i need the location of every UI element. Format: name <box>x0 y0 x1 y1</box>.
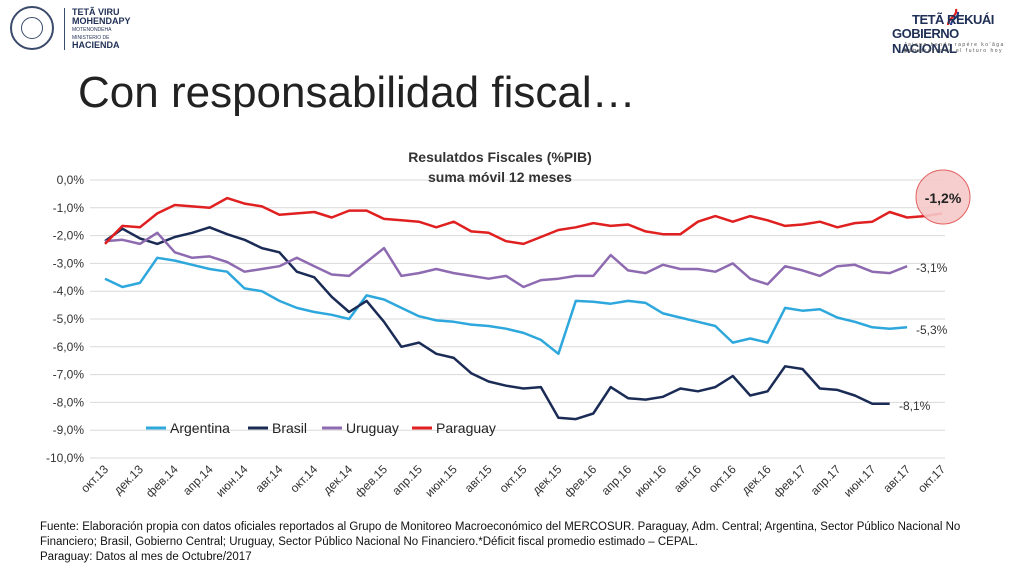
end-labels: -5,3% -8,1% -3,1% -1,2% <box>899 169 971 413</box>
logo-left-line: TETÃ VIRU <box>72 7 120 17</box>
end-label-paraguay: -1,2% <box>925 190 962 206</box>
x-tick-label: июн.15 <box>422 462 460 500</box>
end-label-argentina: -5,3% <box>916 323 948 337</box>
x-tick-label: окт.14 <box>287 462 320 495</box>
legend-label: Paraguay <box>436 420 496 436</box>
logo-right-line: Construyendo el futuro hoy <box>904 48 1004 54</box>
series-line-paraguay <box>104 196 943 246</box>
end-label-uruguay: -3,1% <box>916 261 948 275</box>
y-tick-label: -6,0% <box>53 340 85 354</box>
source-footnote: Fuente: Elaboración propia con datos ofi… <box>40 520 1000 565</box>
x-tick-label: дек.15 <box>529 462 564 497</box>
y-tick-label: 0,0% <box>57 173 85 187</box>
chart-subtitle: suma móvil 12 meses <box>428 169 572 185</box>
legend-label: Uruguay <box>346 420 399 436</box>
logo-gobierno-nacional: TETÃ REKUÁI GOBIERNO NACIONAL Jajapo hen… <box>884 6 1018 56</box>
logo-left-line: MINISTERIO DE <box>72 35 110 41</box>
legend: Argentina Brasil Uruguay Paraguay <box>146 420 496 436</box>
y-axis-ticks: 0,0% -1,0% -2,0% -3,0% -4,0% -5,0% -6,0% -7,0% -… <box>46 173 84 465</box>
x-tick-label: окт.15 <box>496 462 529 495</box>
grid-lines <box>90 179 945 459</box>
logo-divider <box>64 8 65 50</box>
series-line-brasil <box>104 226 890 421</box>
y-tick-label: -8,0% <box>53 395 85 409</box>
x-tick-label: июн.16 <box>632 462 670 500</box>
x-tick-label: фев.17 <box>771 462 809 500</box>
x-tick-label: июн.14 <box>213 462 251 500</box>
x-tick-label: фев.14 <box>143 462 181 500</box>
flag-icon <box>946 8 960 26</box>
logo-left-line: MOTENONDEHA <box>72 27 112 33</box>
series-line-argentina <box>104 256 908 356</box>
series-line-uruguay <box>104 231 908 289</box>
y-tick-label: -2,0% <box>53 229 85 243</box>
x-tick-label: апр.17 <box>808 462 844 498</box>
x-tick-label: авг.17 <box>880 462 913 495</box>
x-tick-label: авг.14 <box>253 462 286 495</box>
chart-title: Resulatdos Fiscales (%PIB) <box>408 149 592 165</box>
x-tick-label: апр.14 <box>180 462 216 498</box>
y-tick-label: -1,0% <box>53 201 85 215</box>
x-tick-label: фев.15 <box>352 462 390 500</box>
x-tick-label: окт.13 <box>78 462 111 495</box>
seal-icon <box>10 6 54 50</box>
x-tick-label: дек.14 <box>320 462 355 497</box>
logo-left-line: HACIENDA <box>72 40 120 50</box>
x-tick-label: апр.15 <box>389 462 425 498</box>
logo-right-line: TETÃ REKUÁI <box>912 12 994 27</box>
footnote-source: Fuente: Elaboración propia con datos ofi… <box>40 521 961 548</box>
x-tick-label: окт.16 <box>706 462 739 495</box>
y-tick-label: -9,0% <box>53 423 85 437</box>
legend-label: Argentina <box>170 420 230 436</box>
x-tick-label: дек.16 <box>739 462 774 497</box>
x-tick-label: дек.13 <box>111 462 146 497</box>
logo-right-line: GOBIERNO NACIONAL <box>892 26 959 56</box>
x-tick-label: авг.15 <box>462 462 495 495</box>
highlight-circle <box>915 169 971 225</box>
end-label-brasil: -8,1% <box>899 399 931 413</box>
x-tick-label: апр.16 <box>599 462 635 498</box>
series-lines <box>104 196 943 421</box>
page-title: Con responsabilidad fiscal… <box>78 68 636 117</box>
x-tick-label: окт.17 <box>915 462 948 495</box>
y-tick-label: -7,0% <box>53 368 85 382</box>
x-tick-label: авг.16 <box>671 462 704 495</box>
y-tick-label: -5,0% <box>53 312 85 326</box>
y-tick-label: -10,0% <box>46 451 84 465</box>
footnote-date: Paraguay: Datos al mes de Octubre/2017 <box>40 551 252 563</box>
logo-ministerio-hacienda: TETÃ VIRU MOHENDAPY MOTENONDEHA MINISTER… <box>10 6 131 52</box>
x-tick-label: июн.17 <box>841 462 879 500</box>
legend-label: Brasil <box>272 420 307 436</box>
logo-left-line: MOHENDAPY <box>72 16 131 26</box>
y-tick-label: -3,0% <box>53 256 85 270</box>
logo-right-line: Jajapo hende rapére ko'ãga guive <box>904 42 1005 54</box>
x-tick-label: фев.16 <box>561 462 599 500</box>
y-tick-label: -4,0% <box>53 284 85 298</box>
